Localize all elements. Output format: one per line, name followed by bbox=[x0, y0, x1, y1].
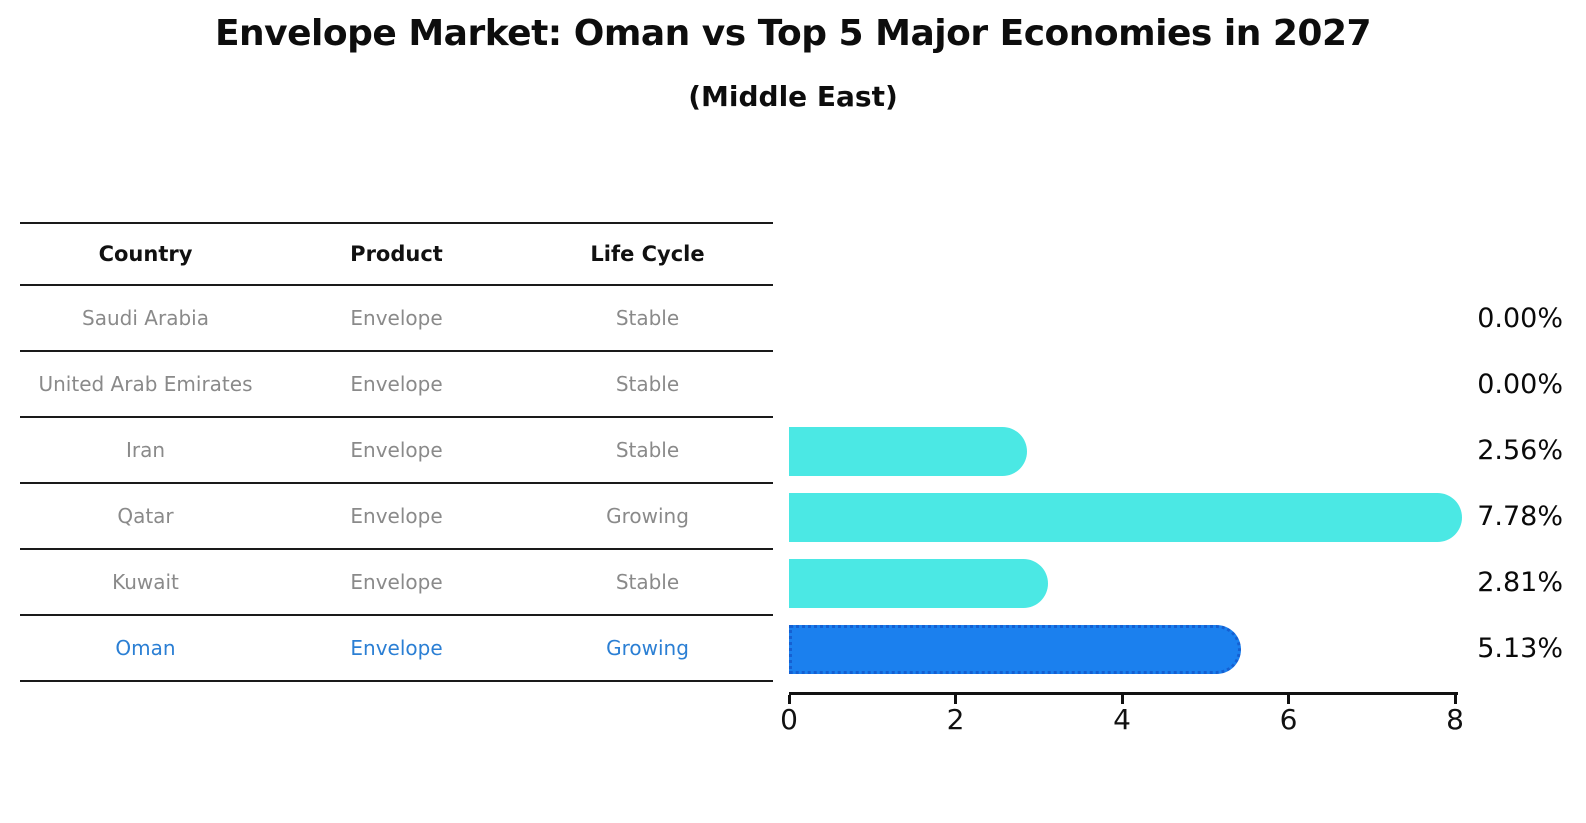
chart-subtitle: (Middle East) bbox=[688, 80, 898, 113]
cell-product: Envelope bbox=[350, 306, 443, 330]
table-header-row: Country Product Life Cycle bbox=[20, 222, 773, 286]
cell-life-cycle: Stable bbox=[615, 438, 680, 462]
table-row: Oman Envelope Growing bbox=[20, 616, 773, 682]
cell-life-cycle: Stable bbox=[615, 570, 680, 594]
x-tick-mark bbox=[1120, 695, 1124, 704]
cell-product: Envelope bbox=[350, 372, 443, 396]
x-tick-mark bbox=[787, 695, 791, 704]
cell-country: Saudi Arabia bbox=[82, 306, 209, 330]
value-label: 7.78% bbox=[1477, 501, 1563, 532]
chart-title: Envelope Market: Oman vs Top 5 Major Eco… bbox=[214, 13, 1372, 54]
x-tick-label: 6 bbox=[1279, 703, 1298, 736]
x-tick-label: 8 bbox=[1446, 703, 1464, 736]
cell-country: Kuwait bbox=[112, 570, 179, 594]
cell-country: Qatar bbox=[117, 504, 174, 528]
cell-product: Envelope bbox=[350, 504, 443, 528]
value-label: 2.56% bbox=[1477, 435, 1563, 466]
x-tick-mark bbox=[1453, 695, 1457, 704]
data-table: Country Product Life Cycle Saudi Arabia Env… bbox=[20, 222, 773, 682]
x-axis-line bbox=[789, 692, 1458, 695]
table-row: Kuwait Envelope Stable bbox=[20, 550, 773, 616]
cell-country: Oman bbox=[115, 636, 176, 660]
x-tick-mark bbox=[1287, 695, 1290, 704]
x-tick-mark bbox=[954, 695, 957, 704]
bar-qatar bbox=[789, 492, 1462, 542]
column-header-country: Country bbox=[98, 242, 193, 266]
cell-life-cycle: Stable bbox=[615, 372, 680, 396]
column-header-life-cycle: Life Cycle bbox=[590, 242, 705, 266]
table-row: United Arab Emirates Envelope Stable bbox=[20, 352, 773, 418]
bar-kuwait bbox=[789, 558, 1048, 608]
cell-life-cycle: Growing bbox=[606, 636, 689, 660]
table-row: Iran Envelope Stable bbox=[20, 418, 773, 484]
table-body: Saudi Arabia Envelope Stable United Arab Em… bbox=[20, 286, 773, 682]
bar-iran bbox=[789, 426, 1028, 476]
table-row: Saudi Arabia Envelope Stable bbox=[20, 286, 773, 352]
column-header-product: Product bbox=[350, 242, 443, 266]
value-label: 0.00% bbox=[1477, 369, 1563, 400]
cell-product: Envelope bbox=[350, 570, 443, 594]
x-tick-label: 2 bbox=[946, 703, 965, 736]
cell-life-cycle: Stable bbox=[615, 306, 680, 330]
value-label: 5.13% bbox=[1477, 633, 1563, 664]
cell-country: United Arab Emirates bbox=[38, 372, 253, 396]
bar-highlight-oman bbox=[789, 624, 1242, 674]
cell-country: Iran bbox=[125, 438, 166, 462]
cell-product: Envelope bbox=[350, 636, 443, 660]
value-label: 0.00% bbox=[1477, 303, 1563, 334]
value-label: 2.81% bbox=[1477, 567, 1563, 598]
x-tick-label: 4 bbox=[1113, 703, 1131, 736]
table-row: Qatar Envelope Growing bbox=[20, 484, 773, 550]
cell-product: Envelope bbox=[350, 438, 443, 462]
cell-life-cycle: Growing bbox=[606, 504, 689, 528]
x-tick-label: 0 bbox=[780, 703, 798, 736]
